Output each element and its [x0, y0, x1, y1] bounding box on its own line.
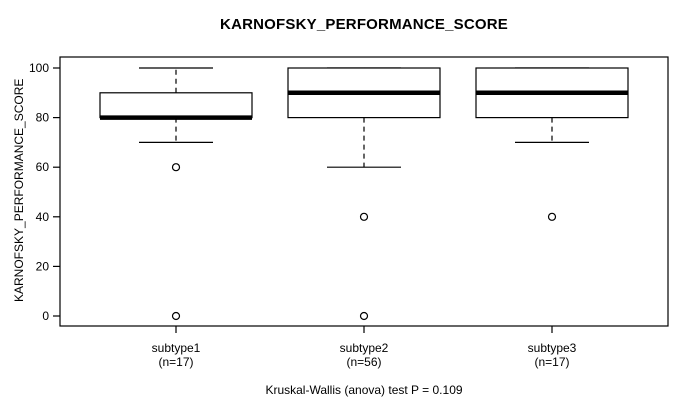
outlier-point — [547, 212, 557, 221]
y-tick-label: 80 — [36, 111, 50, 125]
y-tick-label: 100 — [29, 61, 49, 75]
outlier-point — [359, 212, 369, 221]
y-tick-label: 40 — [36, 210, 50, 224]
y-axis-title: KARNOFSKY_PERFORMANCE_SCORE — [12, 78, 26, 302]
chart-title: KARNOFSKY_PERFORMANCE_SCORE — [220, 16, 508, 33]
iqr-box — [99, 92, 253, 119]
outlier-point — [359, 311, 369, 321]
x-category-sublabel: (n=56) — [346, 355, 381, 369]
y-tick-label: 20 — [36, 259, 50, 273]
x-category-sublabel: (n=17) — [158, 355, 193, 369]
x-category-label: subtype2 — [340, 341, 389, 355]
outlier-point — [171, 163, 181, 172]
x-category-label: subtype1 — [152, 341, 201, 355]
y-tick-label: 60 — [36, 160, 50, 174]
x-category-label: subtype3 — [528, 341, 577, 355]
y-tick-label: 0 — [42, 309, 49, 323]
stat-test-annotation: Kruskal-Wallis (anova) test P = 0.109 — [265, 383, 463, 397]
x-category-sublabel: (n=17) — [534, 355, 569, 369]
outlier-point — [171, 311, 181, 321]
